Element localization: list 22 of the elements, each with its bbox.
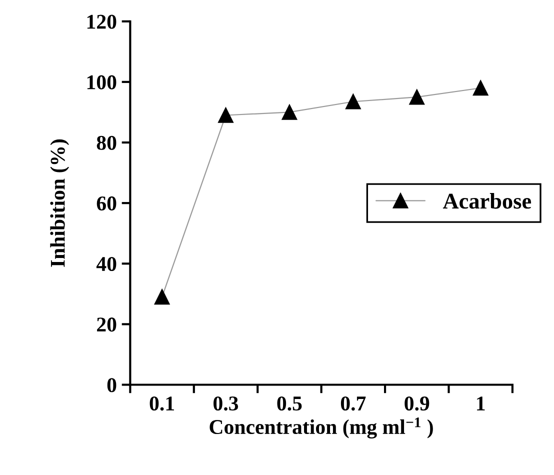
y-tick-label: 100 [87,75,116,90]
y-tick-label: 80 [96,136,116,150]
point [154,289,170,305]
point [472,80,488,96]
x-tick-label: 1 [477,396,485,410]
x-axis-title: Concentration (mg ml$^{−1}$ ) [210,418,433,438]
y-tick-label: 40 [96,257,116,272]
point [409,89,425,105]
y-tick-label: 120 [87,14,116,29]
y-axis-title: Inhibition (%) [50,139,70,267]
point [346,94,361,110]
x-tick-label: 0.3 [214,396,238,411]
y-tick-label: 0 [107,378,116,392]
legend-label: Acarbose [442,193,532,209]
point [282,104,298,120]
x-tick-label: 0.7 [340,396,366,411]
x-tick-label: 0.5 [277,396,302,411]
point [218,108,234,123]
x-tick-label: 0.1 [150,396,174,411]
y-tick-label: 60 [96,196,116,210]
y-tick-label: 20 [97,318,116,332]
x-tick-label: 0.9 [404,396,430,411]
